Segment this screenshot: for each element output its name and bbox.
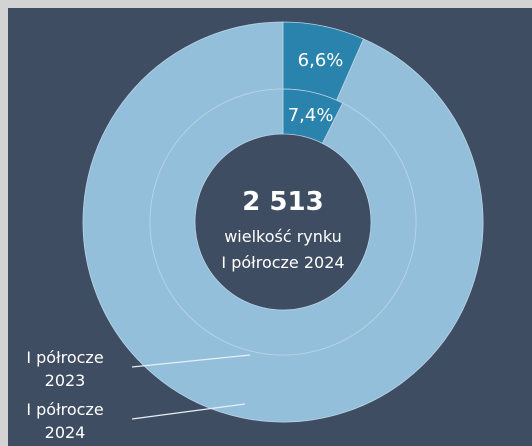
center-value: 2 513: [242, 187, 323, 217]
series-label: I półrocze 2024: [26, 400, 104, 442]
center-text: I półrocze 2024: [221, 253, 344, 272]
donut-slice: [149, 88, 417, 356]
center-text: wielkość rynku: [224, 227, 342, 246]
donut-slice: [82, 21, 484, 423]
leader-line: [131, 403, 246, 420]
series-label: I półrocze 2023: [26, 348, 104, 390]
data-label: 7,4%: [288, 105, 334, 126]
leader-line: [131, 354, 251, 368]
data-label: 6,6%: [298, 50, 344, 71]
